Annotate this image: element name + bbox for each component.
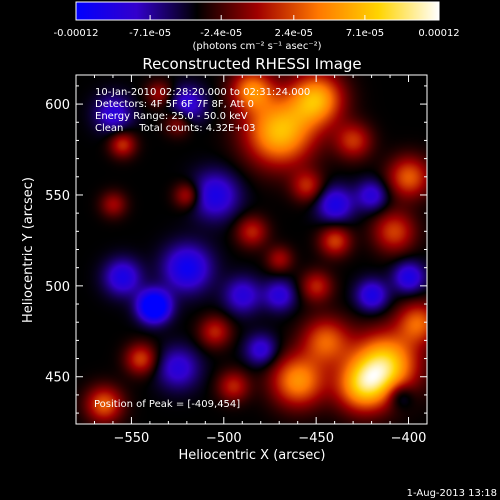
colorbar-tick-label: 0.00012 — [418, 28, 459, 39]
colorbar-tick-label: 7.1e-05 — [346, 28, 384, 39]
colorbar-tick-label: -7.1e-05 — [129, 28, 171, 39]
colorbar-tick-label: 2.4e-05 — [275, 28, 313, 39]
info-time-range: 10-Jan-2010 02:28:20.000 to 02:31:24.000 — [95, 87, 310, 98]
x-tick-label: −550 — [114, 431, 150, 446]
y-axis-ticks: 450 500 550 600 — [45, 85, 427, 414]
colorbar: -0.00012 -7.1e-05 -2.4e-05 2.4e-05 7.1e-05 0.… — [54, 1, 460, 52]
peak-position-label: Position of Peak = [-409,454] — [94, 399, 240, 410]
x-axis-label: Heliocentric X (arcsec) — [179, 448, 326, 463]
colorbar-ticks: -0.00012 -7.1e-05 -2.4e-05 2.4e-05 7.1e-05 0.… — [54, 15, 460, 39]
info-detectors: Detectors: 4F 5F 6F 7F 8F, Att 0 — [95, 99, 254, 110]
y-tick-label: 550 — [45, 189, 70, 204]
x-tick-label: −400 — [391, 431, 427, 446]
x-axis-ticks: −550 −500 −450 −400 — [75, 75, 428, 446]
y-tick-label: 450 — [45, 371, 70, 386]
x-tick-label: −500 — [206, 431, 242, 446]
colorbar-unit-label: (photons cm⁻² s⁻¹ asec⁻²) — [192, 41, 321, 52]
plot-timestamp: 1-Aug-2013 13:18 — [407, 488, 497, 499]
x-tick-label: −450 — [298, 431, 334, 446]
info-energy-range: Energy Range: 25.0 - 50.0 keV — [95, 111, 248, 122]
info-clean-counts: Clean Total counts: 4.32E+03 — [95, 123, 255, 134]
y-tick-label: 600 — [45, 98, 70, 113]
colorbar-tick-label: -0.00012 — [54, 28, 99, 39]
info-annotations: 10-Jan-2010 02:28:20.000 to 02:31:24.000… — [94, 87, 310, 410]
y-tick-label: 500 — [45, 280, 70, 295]
colorbar-bar — [75, 1, 440, 21]
chart-title: Reconstructed RHESSI Image — [142, 55, 361, 73]
colorbar-tick-label: -2.4e-05 — [200, 28, 242, 39]
y-axis-label: Heliocentric Y (arcsec) — [21, 177, 36, 323]
heatmap-image — [76, 75, 427, 424]
